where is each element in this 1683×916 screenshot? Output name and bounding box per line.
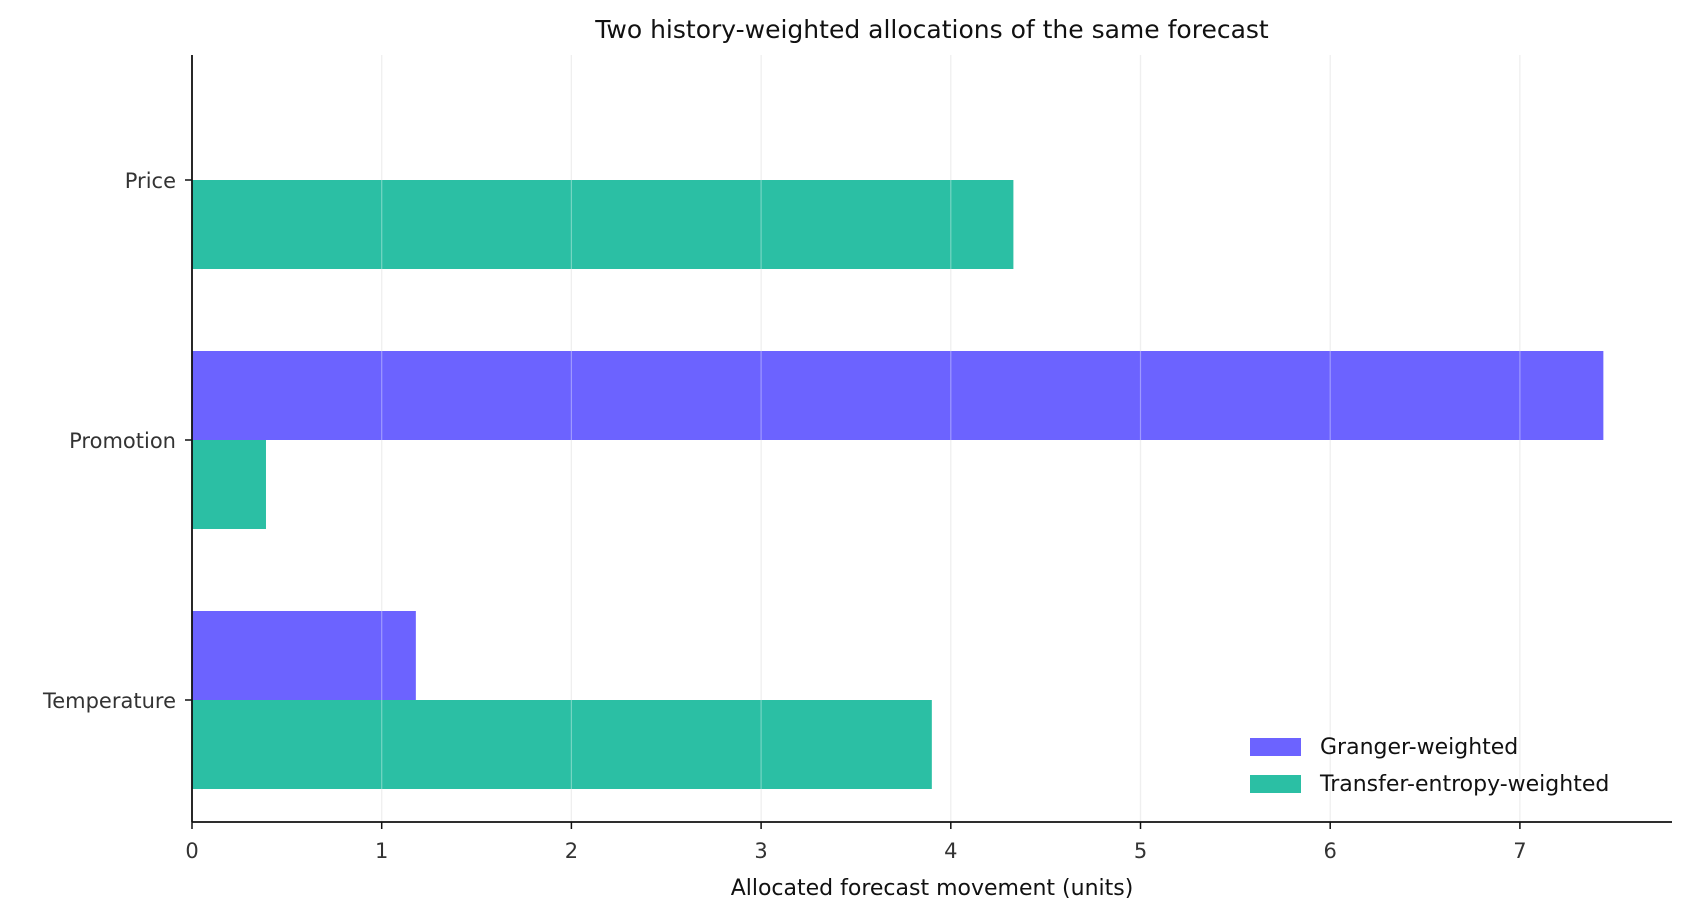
bar-granger-weighted-promotion — [192, 351, 1604, 440]
bar-transfer-entropy-weighted-promotion — [192, 440, 266, 529]
y-tick-label: Temperature — [42, 689, 176, 713]
legend-label: Granger-weighted — [1320, 735, 1518, 760]
x-tick-label: 3 — [754, 839, 767, 863]
legend-swatch — [1250, 775, 1301, 793]
bar-transfer-entropy-weighted-temperature — [192, 700, 932, 789]
chart-title: Two history-weighted allocations of the … — [594, 15, 1269, 44]
x-tick-label: 4 — [944, 839, 957, 863]
x-tick-label: 2 — [565, 839, 578, 863]
x-tick-label: 7 — [1513, 839, 1526, 863]
bar-granger-weighted-temperature — [192, 611, 416, 700]
x-tick-label: 5 — [1134, 839, 1147, 863]
x-axis-label: Allocated forecast movement (units) — [731, 876, 1134, 901]
bar-transfer-entropy-weighted-price — [192, 180, 1014, 269]
x-tick-label: 0 — [185, 839, 198, 863]
axes — [191, 55, 1672, 823]
y-tick-label: Promotion — [69, 429, 176, 453]
legend-label: Transfer-entropy-weighted — [1319, 772, 1609, 797]
x-tick-label: 1 — [375, 839, 388, 863]
x-ticks: 0 1 2 3 4 5 6 7 — [185, 822, 1527, 863]
legend-swatch — [1250, 738, 1301, 756]
x-tick-label: 6 — [1324, 839, 1337, 863]
bars — [192, 180, 1604, 789]
legend: Granger-weighted Transfer-entropy-weighte… — [1250, 735, 1609, 797]
y-tick-label: Price — [125, 169, 176, 193]
y-ticks: Price Promotion Temperature — [42, 169, 192, 713]
grid-overlay — [381, 55, 1521, 822]
